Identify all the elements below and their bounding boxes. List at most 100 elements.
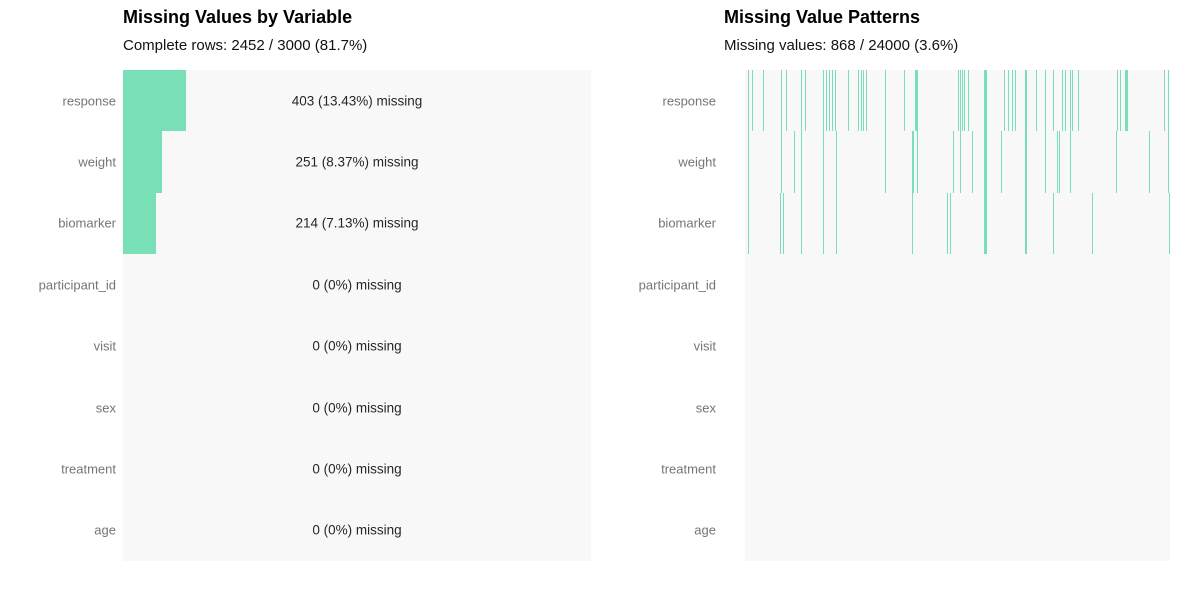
missing-stripe-biomarker — [748, 192, 750, 255]
missing-stripe-response — [823, 70, 825, 132]
missing-stripe-response — [1045, 70, 1047, 132]
missing-value-text-biomarker: 214 (7.13%) missing — [295, 215, 419, 231]
missing-stripe-weight — [1025, 131, 1027, 193]
missing-stripe-biomarker — [1092, 192, 1094, 255]
variable-label-participant_id: participant_id — [638, 277, 716, 293]
variable-label-biomarker: biomarker — [58, 215, 116, 231]
missing-stripe-response — [1164, 70, 1166, 132]
missing-stripe-biomarker — [783, 192, 785, 255]
missing-stripe-response — [1036, 70, 1038, 132]
missing-stripe-response — [1072, 70, 1074, 132]
missing-stripe-response — [786, 70, 788, 132]
missing-value-text-visit: 0 (0%) missing — [312, 338, 402, 354]
missing-stripe-weight — [748, 131, 750, 193]
missing-stripe-biomarker — [836, 192, 838, 255]
missing-stripe-weight — [1045, 131, 1047, 193]
missing-stripe-response — [962, 70, 964, 132]
variable-label-sex: sex — [95, 400, 116, 416]
missing-bar-weight — [123, 131, 163, 193]
missing-stripe-weight — [1070, 131, 1072, 193]
missing-stripe-response — [1070, 70, 1072, 132]
left-panel-subtitle: Complete rows: 2452 / 3000 (81.7%) — [123, 37, 368, 54]
missing-stripe-response — [1015, 70, 1017, 132]
variable-label-weight: weight — [78, 154, 116, 170]
missing-stripe-response — [1168, 70, 1170, 132]
missing-stripe-response — [1008, 70, 1010, 132]
missing-stripe-weight — [1059, 131, 1061, 193]
missing-stripe-weight — [1001, 131, 1003, 193]
missing-stripe-response — [1117, 70, 1119, 132]
missing-stripe-response — [832, 70, 834, 132]
missing-stripe-weight — [1057, 131, 1059, 193]
missing-stripe-biomarker — [1053, 192, 1055, 255]
missing-value-text-age: 0 (0%) missing — [312, 522, 402, 538]
missing-stripe-response — [960, 70, 962, 132]
missing-stripe-biomarker — [1169, 192, 1171, 255]
missing-stripe-response — [1004, 70, 1006, 132]
left-axis-labels: response weight biomarker participant_id vis… — [0, 70, 116, 561]
missing-stripe-biomarker — [823, 192, 825, 255]
missing-value-text-response: 403 (13.43%) missing — [291, 93, 423, 109]
left-plot-area: 403 (13.43%) missing 251 (8.37%) missing 2… — [123, 70, 591, 561]
variable-label-weight: weight — [678, 154, 716, 170]
missing-stripe-biomarker — [912, 192, 914, 255]
missing-stripe-response — [958, 70, 960, 132]
missing-stripe-response — [858, 70, 860, 132]
right-plot-area — [745, 70, 1171, 561]
variable-label-visit: visit — [693, 338, 716, 354]
missing-stripe-weight — [912, 131, 914, 193]
missing-stripe-response — [861, 70, 863, 132]
missing-stripe-response — [829, 70, 831, 132]
missing-stripe-weight — [781, 131, 783, 193]
missing-stripe-response — [1120, 70, 1122, 132]
left-panel-title: Missing Values by Variable — [123, 7, 353, 27]
missing-stripe-weight — [794, 131, 796, 193]
missing-stripe-weight — [953, 131, 955, 193]
missing-stripe-response — [866, 70, 868, 132]
variable-label-treatment: treatment — [661, 461, 716, 477]
missing-stripe-response — [748, 70, 750, 132]
missing-stripe-response — [915, 70, 918, 132]
missing-stripe-response — [1062, 70, 1064, 132]
missing-stripe-weight — [885, 131, 887, 193]
missing-stripe-response — [826, 70, 828, 132]
missing-stripe-response — [1078, 70, 1080, 132]
missing-stripe-response — [863, 70, 865, 132]
missing-stripe-weight — [917, 131, 919, 193]
missing-stripe-response — [781, 70, 783, 132]
missing-value-text-participant_id: 0 (0%) missing — [312, 277, 402, 293]
missing-value-text-treatment: 0 (0%) missing — [312, 461, 402, 477]
missing-stripe-response — [1065, 70, 1067, 132]
missing-stripe-biomarker — [984, 192, 987, 255]
missing-value-text-sex: 0 (0%) missing — [312, 400, 402, 416]
variable-label-sex: sex — [695, 400, 716, 416]
missing-stripe-response — [885, 70, 887, 132]
missing-stripe-weight — [823, 131, 825, 193]
missing-stripe-biomarker — [950, 192, 952, 255]
missing-stripe-weight — [984, 131, 987, 193]
missing-stripe-response — [835, 70, 837, 132]
missing-stripe-response — [968, 70, 970, 132]
missing-stripe-response — [763, 70, 765, 132]
missing-value-text-weight: 251 (8.37%) missing — [295, 154, 419, 170]
missing-stripe-response — [904, 70, 906, 132]
missing-stripe-biomarker — [780, 192, 782, 255]
missing-stripe-response — [964, 70, 966, 132]
missing-bar-response — [123, 70, 186, 132]
missing-stripe-response — [805, 70, 807, 132]
missing-stripe-weight — [836, 131, 838, 193]
missing-stripe-response — [984, 70, 987, 132]
missing-stripe-weight — [1168, 131, 1170, 193]
variable-label-treatment: treatment — [61, 461, 116, 477]
missing-stripe-weight — [801, 131, 803, 193]
variable-label-response: response — [62, 93, 116, 109]
variable-label-participant_id: participant_id — [38, 277, 116, 293]
variable-label-age: age — [94, 522, 116, 538]
variable-label-biomarker: biomarker — [658, 215, 716, 231]
missing-bar-biomarker — [123, 192, 157, 255]
missing-stripe-biomarker — [801, 192, 803, 255]
missing-stripe-weight — [972, 131, 974, 193]
variable-label-response: response — [662, 93, 716, 109]
